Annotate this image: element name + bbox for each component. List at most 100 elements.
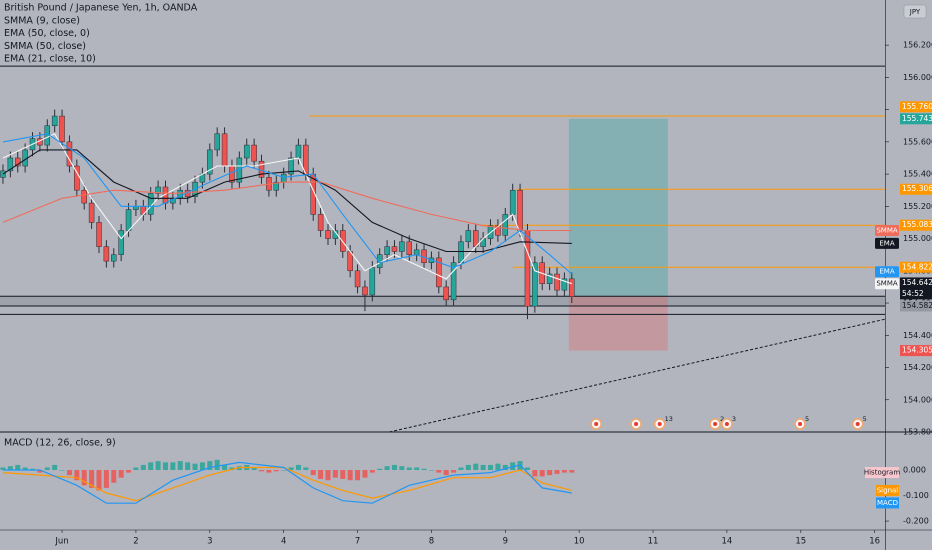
- y-tick-label: 0.000: [903, 466, 926, 475]
- price-label: 155.083: [902, 220, 932, 229]
- candle-body: [14, 157, 21, 167]
- candle-body: [51, 115, 58, 126]
- legend-entry: SMMA (50, close): [4, 41, 86, 52]
- histogram-bar: [488, 464, 494, 471]
- histogram-bar: [547, 470, 553, 476]
- x-tick-label: 4: [281, 537, 286, 547]
- x-tick-label: 7: [355, 537, 360, 547]
- candle-body: [243, 144, 250, 159]
- histogram-bar: [177, 461, 183, 471]
- indicator-tag-label: SMMA: [876, 227, 898, 235]
- histogram-bar: [428, 470, 434, 471]
- chart-title: British Pound / Japanese Yen, 1h, OANDA: [4, 3, 198, 14]
- stop-zone: [568, 296, 668, 351]
- histogram-bar: [251, 467, 257, 471]
- candle-body: [391, 246, 398, 252]
- event-dot: [634, 422, 639, 426]
- candle-body: [295, 144, 302, 159]
- histogram-bar: [377, 468, 383, 471]
- event-dot: [713, 422, 718, 426]
- x-tick-label: 9: [503, 537, 508, 547]
- x-tick-label: 2: [133, 537, 138, 547]
- histogram-bar: [259, 470, 265, 472]
- histogram-tag: [865, 467, 899, 479]
- candle-body: [369, 267, 376, 296]
- price-label: 154.582: [902, 301, 932, 310]
- currency-badge: [903, 4, 927, 19]
- series-tag: [876, 484, 899, 496]
- candle-body: [413, 249, 420, 255]
- y-tick-label: 155.600: [903, 137, 932, 146]
- candle-body: [7, 157, 14, 172]
- candle-body: [155, 186, 161, 194]
- candle-body: [517, 189, 523, 231]
- event-dot: [724, 422, 729, 426]
- candle-body: [103, 246, 110, 262]
- indicator-tag-label: EMA: [879, 268, 894, 276]
- event-count: 3: [732, 415, 736, 423]
- histogram-bar: [391, 464, 397, 471]
- moving-average: [2, 133, 573, 275]
- histogram-bar: [59, 470, 65, 471]
- series-tag-label: MACD: [877, 499, 898, 507]
- histogram-bar: [281, 470, 287, 471]
- macd-title: MACD (12, 26, close, 9): [4, 438, 116, 449]
- histogram-bar: [465, 464, 471, 471]
- histogram-bar: [532, 470, 538, 477]
- moving-average: [2, 149, 572, 253]
- candle-body: [288, 157, 294, 175]
- histogram-bar: [569, 470, 575, 473]
- histogram-bar: [318, 470, 324, 479]
- histogram-bar: [510, 462, 516, 471]
- countdown: 54:52: [902, 289, 924, 298]
- histogram-bar: [126, 470, 132, 473]
- candle-body: [214, 133, 220, 151]
- candle-body: [362, 286, 368, 296]
- histogram-bar: [524, 467, 530, 471]
- axis-tags: SMMA EMA EMA SMMA 154.305 154.582 154.642 54:52…: [864, 101, 932, 509]
- histogram-bar: [406, 467, 412, 471]
- x-tick-label: 11: [648, 537, 659, 547]
- histogram-bar: [155, 461, 161, 471]
- candle-body: [465, 230, 472, 243]
- candle-body: [458, 241, 464, 263]
- histogram-bar: [554, 470, 560, 474]
- histogram-bar: [414, 467, 420, 471]
- histogram-bar: [443, 470, 449, 476]
- histogram-bar: [384, 466, 390, 471]
- candle-body: [118, 230, 124, 255]
- y-tick-label: 154.000: [903, 395, 932, 404]
- histogram-bar: [192, 463, 198, 471]
- moving-average: [2, 181, 572, 232]
- y-tick-label: 155.200: [903, 202, 932, 211]
- histogram-bar: [236, 466, 242, 471]
- event-dot: [657, 422, 662, 426]
- candle-body: [554, 273, 560, 291]
- y-tick-label: 155.000: [903, 234, 932, 243]
- x-tick-label: Jun: [54, 537, 68, 547]
- histogram-bar: [81, 470, 87, 486]
- event-dot: [798, 422, 803, 426]
- indicator-tag: [875, 266, 899, 278]
- histogram-bar: [162, 462, 168, 471]
- x-tick-label: 8: [429, 537, 434, 547]
- candle-body: [384, 246, 390, 255]
- y-tick-label: 154.200: [903, 363, 932, 372]
- event-dot: [594, 422, 599, 426]
- series-tag-label: Signal: [877, 486, 899, 494]
- histogram-bar: [118, 470, 124, 478]
- histogram-bar: [273, 470, 279, 472]
- histogram-bar: [458, 467, 464, 471]
- candle-body: [546, 273, 553, 284]
- histogram-bar: [502, 464, 508, 471]
- histogram-bar: [66, 470, 72, 476]
- candle-body: [111, 254, 117, 262]
- histogram-bar: [52, 464, 58, 471]
- candle-body: [495, 225, 501, 236]
- price-label-box: [900, 277, 932, 300]
- moving-average: [2, 133, 572, 285]
- histogram-bar: [451, 470, 457, 473]
- histogram-bar: [229, 467, 235, 471]
- y-tick-label: 155.400: [903, 170, 932, 179]
- histogram-bar: [96, 470, 102, 491]
